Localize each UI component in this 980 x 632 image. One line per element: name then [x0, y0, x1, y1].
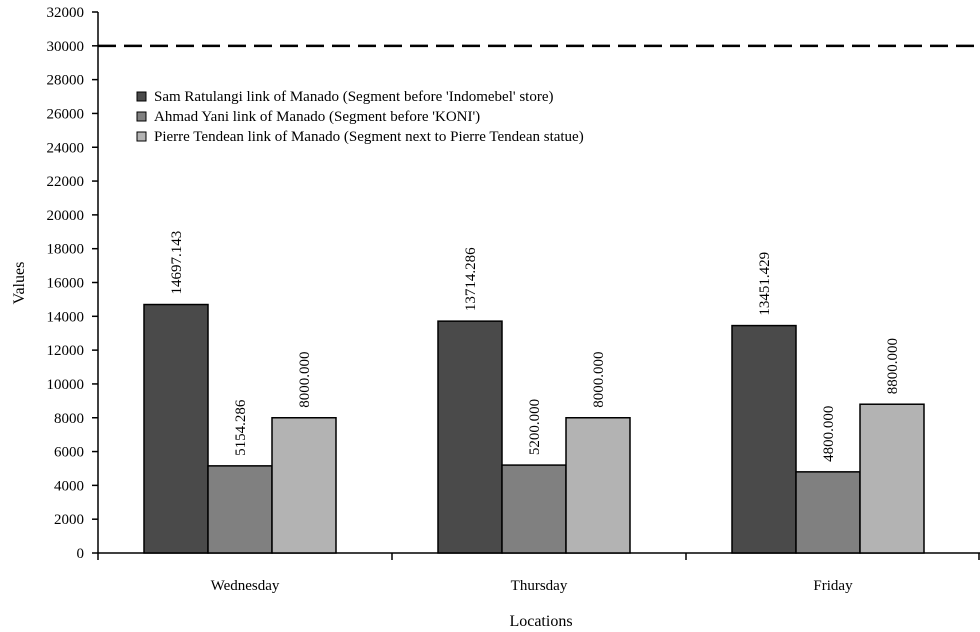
x-axis: Wednesday Thursday Friday: [97, 552, 980, 594]
x-tick-label: Wednesday: [211, 578, 280, 594]
bar: [143, 303, 209, 554]
y-tick-label: 4000: [54, 478, 84, 494]
y-tick-label: 8000: [54, 411, 84, 427]
bar: [565, 417, 631, 554]
bar: [207, 465, 273, 554]
bar-value-label: 14697.143: [169, 231, 185, 295]
bar: [437, 320, 503, 554]
x-tick-label: Thursday: [511, 578, 568, 594]
bar: [795, 471, 861, 554]
bar-value-label: 8000.000: [297, 352, 313, 408]
y-tick-label: 16000: [47, 276, 85, 292]
y-tick-label: 6000: [54, 445, 84, 461]
y-tick-label: 20000: [47, 208, 85, 224]
y-tick-label: 18000: [47, 242, 85, 258]
bar-value-label: 5154.286: [233, 399, 249, 456]
y-tick-label: 24000: [47, 140, 85, 156]
bars: [143, 303, 925, 554]
y-tick-label: 30000: [47, 39, 85, 55]
bar-value-label: 13451.429: [757, 252, 773, 316]
bar-value-label: 4800.000: [821, 406, 837, 462]
legend-swatch: [136, 111, 147, 122]
bar: [501, 464, 567, 554]
bar: [731, 324, 797, 554]
y-tick-label: 0: [77, 546, 85, 562]
bar-value-label: 5200.000: [527, 399, 543, 455]
legend-label: Ahmad Yani link of Manado (Segment befor…: [154, 109, 480, 125]
x-axis-label: Locations: [509, 613, 572, 630]
legend: Sam Ratulangi link of Manado (Segment be…: [136, 89, 584, 145]
y-tick-label: 14000: [47, 309, 85, 325]
y-tick-label: 12000: [47, 343, 85, 359]
bar-value-label: 8800.000: [885, 338, 901, 394]
legend-label: Sam Ratulangi link of Manado (Segment be…: [154, 89, 553, 105]
bar-value-label: 8000.000: [591, 352, 607, 408]
x-tick-label: Friday: [813, 578, 853, 594]
bar: [859, 403, 925, 554]
bar-value-label: 13714.286: [463, 247, 479, 311]
bar: [271, 417, 337, 554]
legend-swatch: [136, 131, 147, 142]
y-tick-label: 22000: [47, 174, 85, 190]
y-axis-label: Values: [11, 262, 28, 305]
y-tick-label: 26000: [47, 106, 85, 122]
y-tick-label: 32000: [47, 5, 85, 21]
y-axis: 0 2000 4000 6000 8000 10000 12000 14000 16000 180…: [47, 5, 99, 562]
legend-swatch: [136, 91, 147, 102]
y-tick-label: 10000: [47, 377, 85, 393]
value-labels: 14697.143 13714.286 13451.429 5154.286 5200.…: [169, 231, 901, 462]
y-tick-label: 2000: [54, 512, 84, 528]
legend-label: Pierre Tendean link of Manado (Segment n…: [154, 129, 584, 145]
y-tick-label: 28000: [47, 73, 85, 89]
